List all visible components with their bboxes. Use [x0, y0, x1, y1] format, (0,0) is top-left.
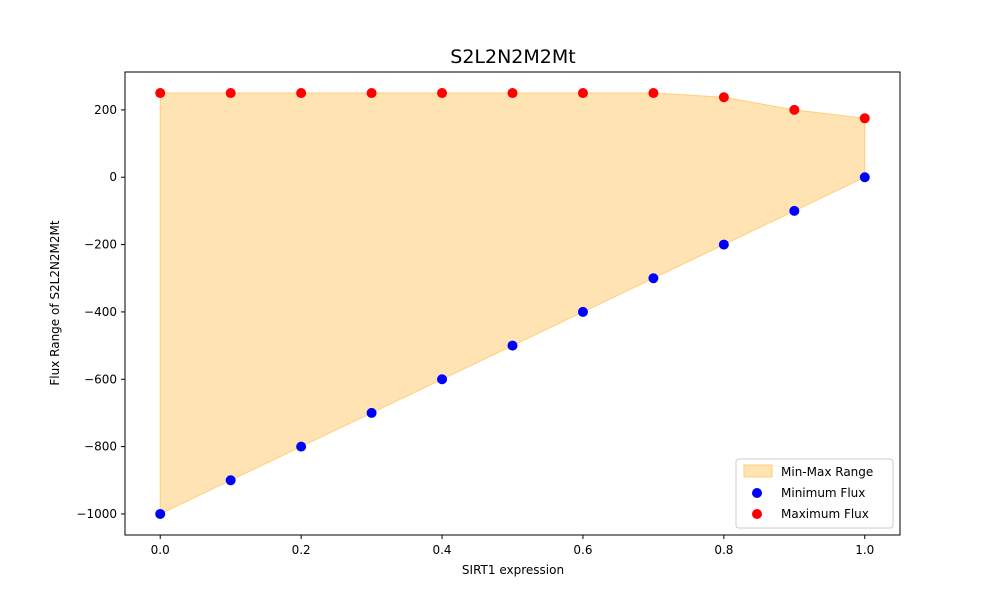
- maximum-flux-point: [366, 88, 377, 99]
- chart-title: S2L2N2M2Mt: [450, 46, 575, 68]
- maximum-flux-point: [859, 113, 870, 124]
- maximum-flux-point: [648, 88, 659, 99]
- y-axis: 200 0 −200 −400 −600 −800 −1000: [76, 103, 125, 521]
- y-tick-label: −800: [84, 440, 117, 454]
- y-tick-label: 200: [94, 103, 117, 117]
- minimum-flux-point: [648, 273, 659, 284]
- minimum-flux-point: [155, 508, 166, 519]
- x-tick-label: 1.0: [855, 543, 874, 557]
- y-tick-label: −1000: [76, 507, 117, 521]
- fill-layer: [159, 92, 866, 515]
- y-tick-label: −400: [84, 305, 117, 319]
- minimum-flux-point: [366, 407, 377, 418]
- minimum-flux-point: [859, 172, 870, 183]
- legend-marker-maximum-flux: [752, 509, 762, 519]
- legend-box: [735, 458, 894, 529]
- minimum-flux-point: [577, 306, 588, 317]
- legend: Min-Max Range Minimum Flux Maximum Flux: [735, 458, 894, 529]
- maximum-flux-point: [577, 88, 588, 99]
- legend-label-min-max-range: Min-Max Range: [781, 465, 873, 479]
- y-tick-label: 0: [109, 170, 117, 184]
- x-tick-label: 0.8: [714, 543, 733, 557]
- x-tick-label: 0.4: [432, 543, 451, 557]
- minimum-flux-point: [225, 475, 236, 486]
- minimum-flux-point: [296, 441, 307, 452]
- minimum-flux-point: [437, 374, 448, 385]
- maximum-flux-point: [155, 88, 166, 99]
- x-axis-label: SIRT1 expression: [462, 563, 564, 577]
- maximum-flux-point: [225, 88, 236, 99]
- x-tick-label: 0.2: [292, 543, 311, 557]
- legend-swatch-min-max-range: [743, 464, 773, 478]
- y-tick-label: −600: [84, 372, 117, 386]
- min-max-range-area: [159, 92, 866, 515]
- maximum-flux-point: [789, 104, 800, 115]
- minimum-flux-point: [718, 239, 729, 250]
- minimum-flux-point: [507, 340, 518, 351]
- maximum-flux-point: [437, 88, 448, 99]
- legend-label-minimum-flux: Minimum Flux: [781, 486, 865, 500]
- points-layer: [155, 88, 870, 519]
- legend-label-maximum-flux: Maximum Flux: [781, 507, 869, 521]
- x-tick-label: 0.6: [573, 543, 592, 557]
- legend-marker-minimum-flux: [752, 488, 762, 498]
- y-tick-label: −200: [84, 238, 117, 252]
- y-axis-label: Flux Range of S2L2N2M2Mt: [48, 220, 62, 386]
- maximum-flux-point: [718, 92, 729, 103]
- maximum-flux-point: [507, 88, 518, 99]
- plot-frame: [124, 71, 901, 536]
- x-tick-label: 0.0: [151, 543, 170, 557]
- x-axis: 0.0 0.2 0.4 0.6 0.8 1.0: [151, 535, 874, 557]
- minimum-flux-point: [789, 205, 800, 216]
- maximum-flux-point: [296, 88, 307, 99]
